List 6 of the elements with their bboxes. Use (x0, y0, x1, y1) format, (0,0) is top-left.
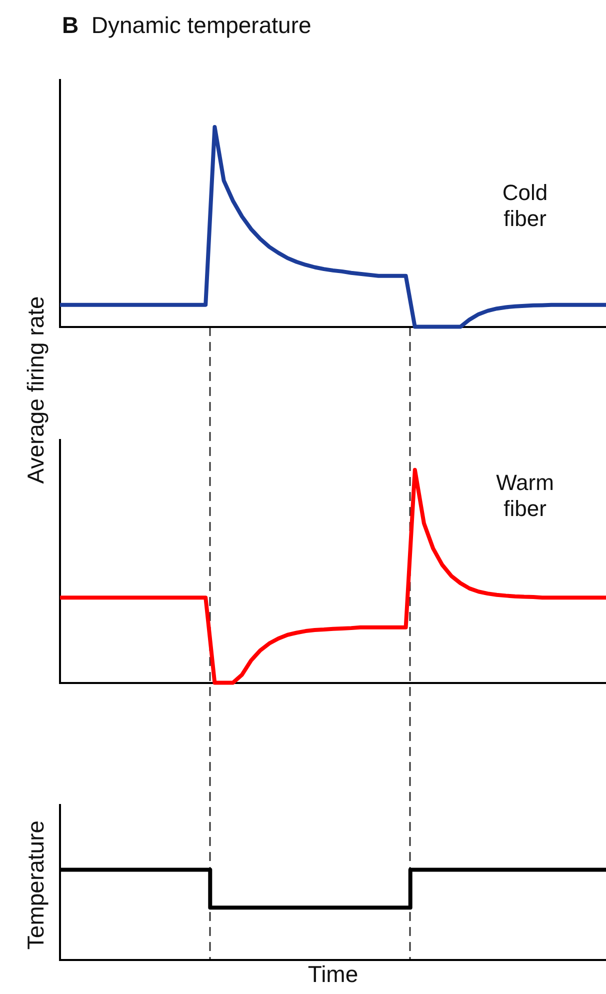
x-axis-title: Time (308, 961, 358, 988)
y-axis-title: Temperature (22, 820, 50, 950)
annotation: Cold fiber (501, 180, 549, 232)
y-axis-title: Average firing rate (22, 296, 50, 484)
chart-title: B Dynamic temperature (62, 12, 312, 39)
annotation: Warm fiber (495, 470, 555, 522)
